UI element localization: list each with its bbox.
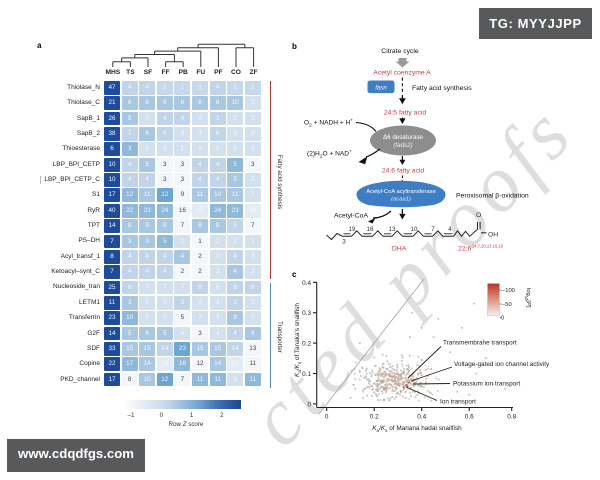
svg-text:13: 13 bbox=[389, 226, 396, 233]
svg-text:0: 0 bbox=[307, 401, 311, 408]
svg-text:16: 16 bbox=[367, 226, 374, 233]
svg-text:(fads2): (fads2) bbox=[393, 142, 412, 149]
svg-text:Ka/Ks of Tanaka’s snailfish: Ka/Ks of Tanaka’s snailfish bbox=[294, 303, 302, 377]
svg-text:0: 0 bbox=[325, 414, 329, 421]
svg-text:7: 7 bbox=[431, 226, 435, 233]
svg-text:DHA: DHA bbox=[392, 246, 407, 253]
svg-text:–100: –100 bbox=[502, 288, 515, 294]
svg-text:Voltage-gated ion channel acti: Voltage-gated ion channel activity bbox=[454, 361, 550, 368]
svg-text:10: 10 bbox=[411, 226, 418, 233]
svg-text:0.2: 0.2 bbox=[302, 341, 311, 348]
svg-text:0.2: 0.2 bbox=[370, 414, 379, 421]
svg-text:3: 3 bbox=[342, 239, 346, 246]
svg-text:Transmembrane transport: Transmembrane transport bbox=[443, 340, 517, 347]
svg-text:0: 0 bbox=[501, 316, 504, 322]
svg-text:0.8: 0.8 bbox=[507, 414, 516, 421]
svg-text:OH: OH bbox=[488, 232, 498, 239]
svg-text:log10[P]: log10[P] bbox=[524, 288, 531, 308]
svg-text:19: 19 bbox=[349, 226, 356, 233]
svg-text:(2)H2O + NAD+: (2)H2O + NAD+ bbox=[307, 150, 352, 160]
svg-text:0.4: 0.4 bbox=[417, 414, 426, 421]
svg-text:0.3: 0.3 bbox=[302, 310, 311, 317]
svg-text:24:5 fatty acid: 24:5 fatty acid bbox=[384, 110, 427, 117]
svg-text:Ka/Ks of Mariana hadal snailfi: Ka/Ks of Mariana hadal snailfish bbox=[372, 425, 462, 433]
svg-text:Acetyl-CoA: Acetyl-CoA bbox=[334, 213, 368, 220]
svg-text:O: O bbox=[476, 212, 481, 219]
svg-text:22:6Δ4,7,10,13,16,19: 22:6Δ4,7,10,13,16,19 bbox=[458, 244, 504, 253]
svg-text:(acaa1): (acaa1) bbox=[391, 197, 411, 203]
svg-text:24:6 fatty acid: 24:6 fatty acid bbox=[382, 168, 425, 175]
svg-text:4: 4 bbox=[448, 226, 452, 233]
svg-text:Acetyl coenzyme A: Acetyl coenzyme A bbox=[373, 70, 431, 77]
svg-text:–50: –50 bbox=[502, 302, 512, 308]
svg-text:Ion transport: Ion transport bbox=[440, 399, 476, 406]
svg-text:Fatty acid synthesis: Fatty acid synthesis bbox=[412, 85, 472, 92]
svg-text:0.1: 0.1 bbox=[302, 371, 311, 378]
svg-text:Acetyl-CoA acyltransferase: Acetyl-CoA acyltransferase bbox=[366, 189, 436, 195]
svg-text:O2 + NADH + H+: O2 + NADH + H+ bbox=[304, 119, 353, 129]
svg-text:0.4: 0.4 bbox=[302, 280, 311, 287]
svg-text:Citrate cycle: Citrate cycle bbox=[381, 48, 419, 55]
svg-text:0.6: 0.6 bbox=[465, 414, 474, 421]
svg-text:Δ6 desaturase: Δ6 desaturase bbox=[383, 134, 423, 141]
svg-text:Potassium ion transport: Potassium ion transport bbox=[453, 381, 520, 388]
svg-text:fasn: fasn bbox=[375, 85, 387, 91]
svg-text:Peroxisomal β-oxidation: Peroxisomal β-oxidation bbox=[456, 193, 529, 200]
